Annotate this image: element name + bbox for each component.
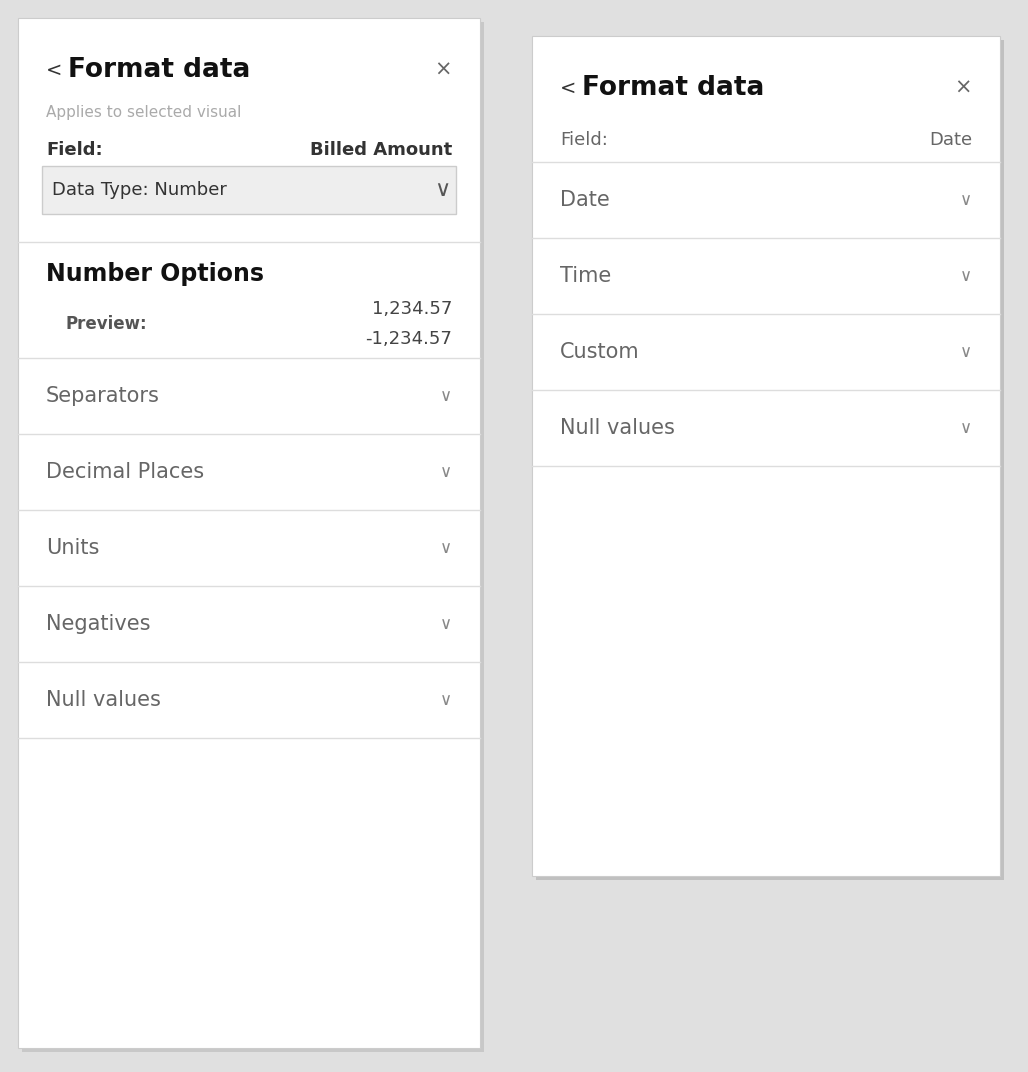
Text: <: < [46,60,63,79]
Text: ∨: ∨ [440,539,452,557]
Text: Negatives: Negatives [46,614,150,634]
Text: ×: × [435,60,452,80]
Text: ×: × [955,78,972,98]
Text: Date: Date [560,190,610,210]
Text: Null values: Null values [46,690,160,710]
Text: Separators: Separators [46,386,160,406]
Text: Data Type: Number: Data Type: Number [52,181,227,199]
Text: ∨: ∨ [440,615,452,632]
Text: ∨: ∨ [440,691,452,709]
FancyBboxPatch shape [42,166,456,214]
Text: Preview:: Preview: [65,315,147,333]
Text: Applies to selected visual: Applies to selected visual [46,104,242,119]
Text: Decimal Places: Decimal Places [46,462,205,482]
Text: ∨: ∨ [960,191,972,209]
Text: ∨: ∨ [434,180,450,200]
Text: Number Options: Number Options [46,262,264,286]
Text: <: < [560,78,577,98]
FancyBboxPatch shape [536,40,1004,880]
FancyBboxPatch shape [19,18,480,1048]
Text: 1,234.57: 1,234.57 [372,300,452,318]
Text: ∨: ∨ [440,463,452,481]
Text: ∨: ∨ [960,419,972,437]
Text: Field:: Field: [560,131,608,149]
FancyBboxPatch shape [22,23,484,1052]
Text: Format data: Format data [582,75,765,101]
Text: -1,234.57: -1,234.57 [365,330,452,348]
Text: Time: Time [560,266,612,286]
Text: Units: Units [46,538,100,559]
Text: Null values: Null values [560,418,674,438]
Text: Field:: Field: [46,142,103,159]
FancyBboxPatch shape [533,36,1000,876]
Text: Format data: Format data [68,57,251,83]
Text: ∨: ∨ [440,387,452,405]
Text: ∨: ∨ [960,267,972,285]
Text: Custom: Custom [560,342,639,362]
Text: Billed Amount: Billed Amount [309,142,452,159]
Text: ∨: ∨ [960,343,972,361]
Text: Date: Date [929,131,972,149]
